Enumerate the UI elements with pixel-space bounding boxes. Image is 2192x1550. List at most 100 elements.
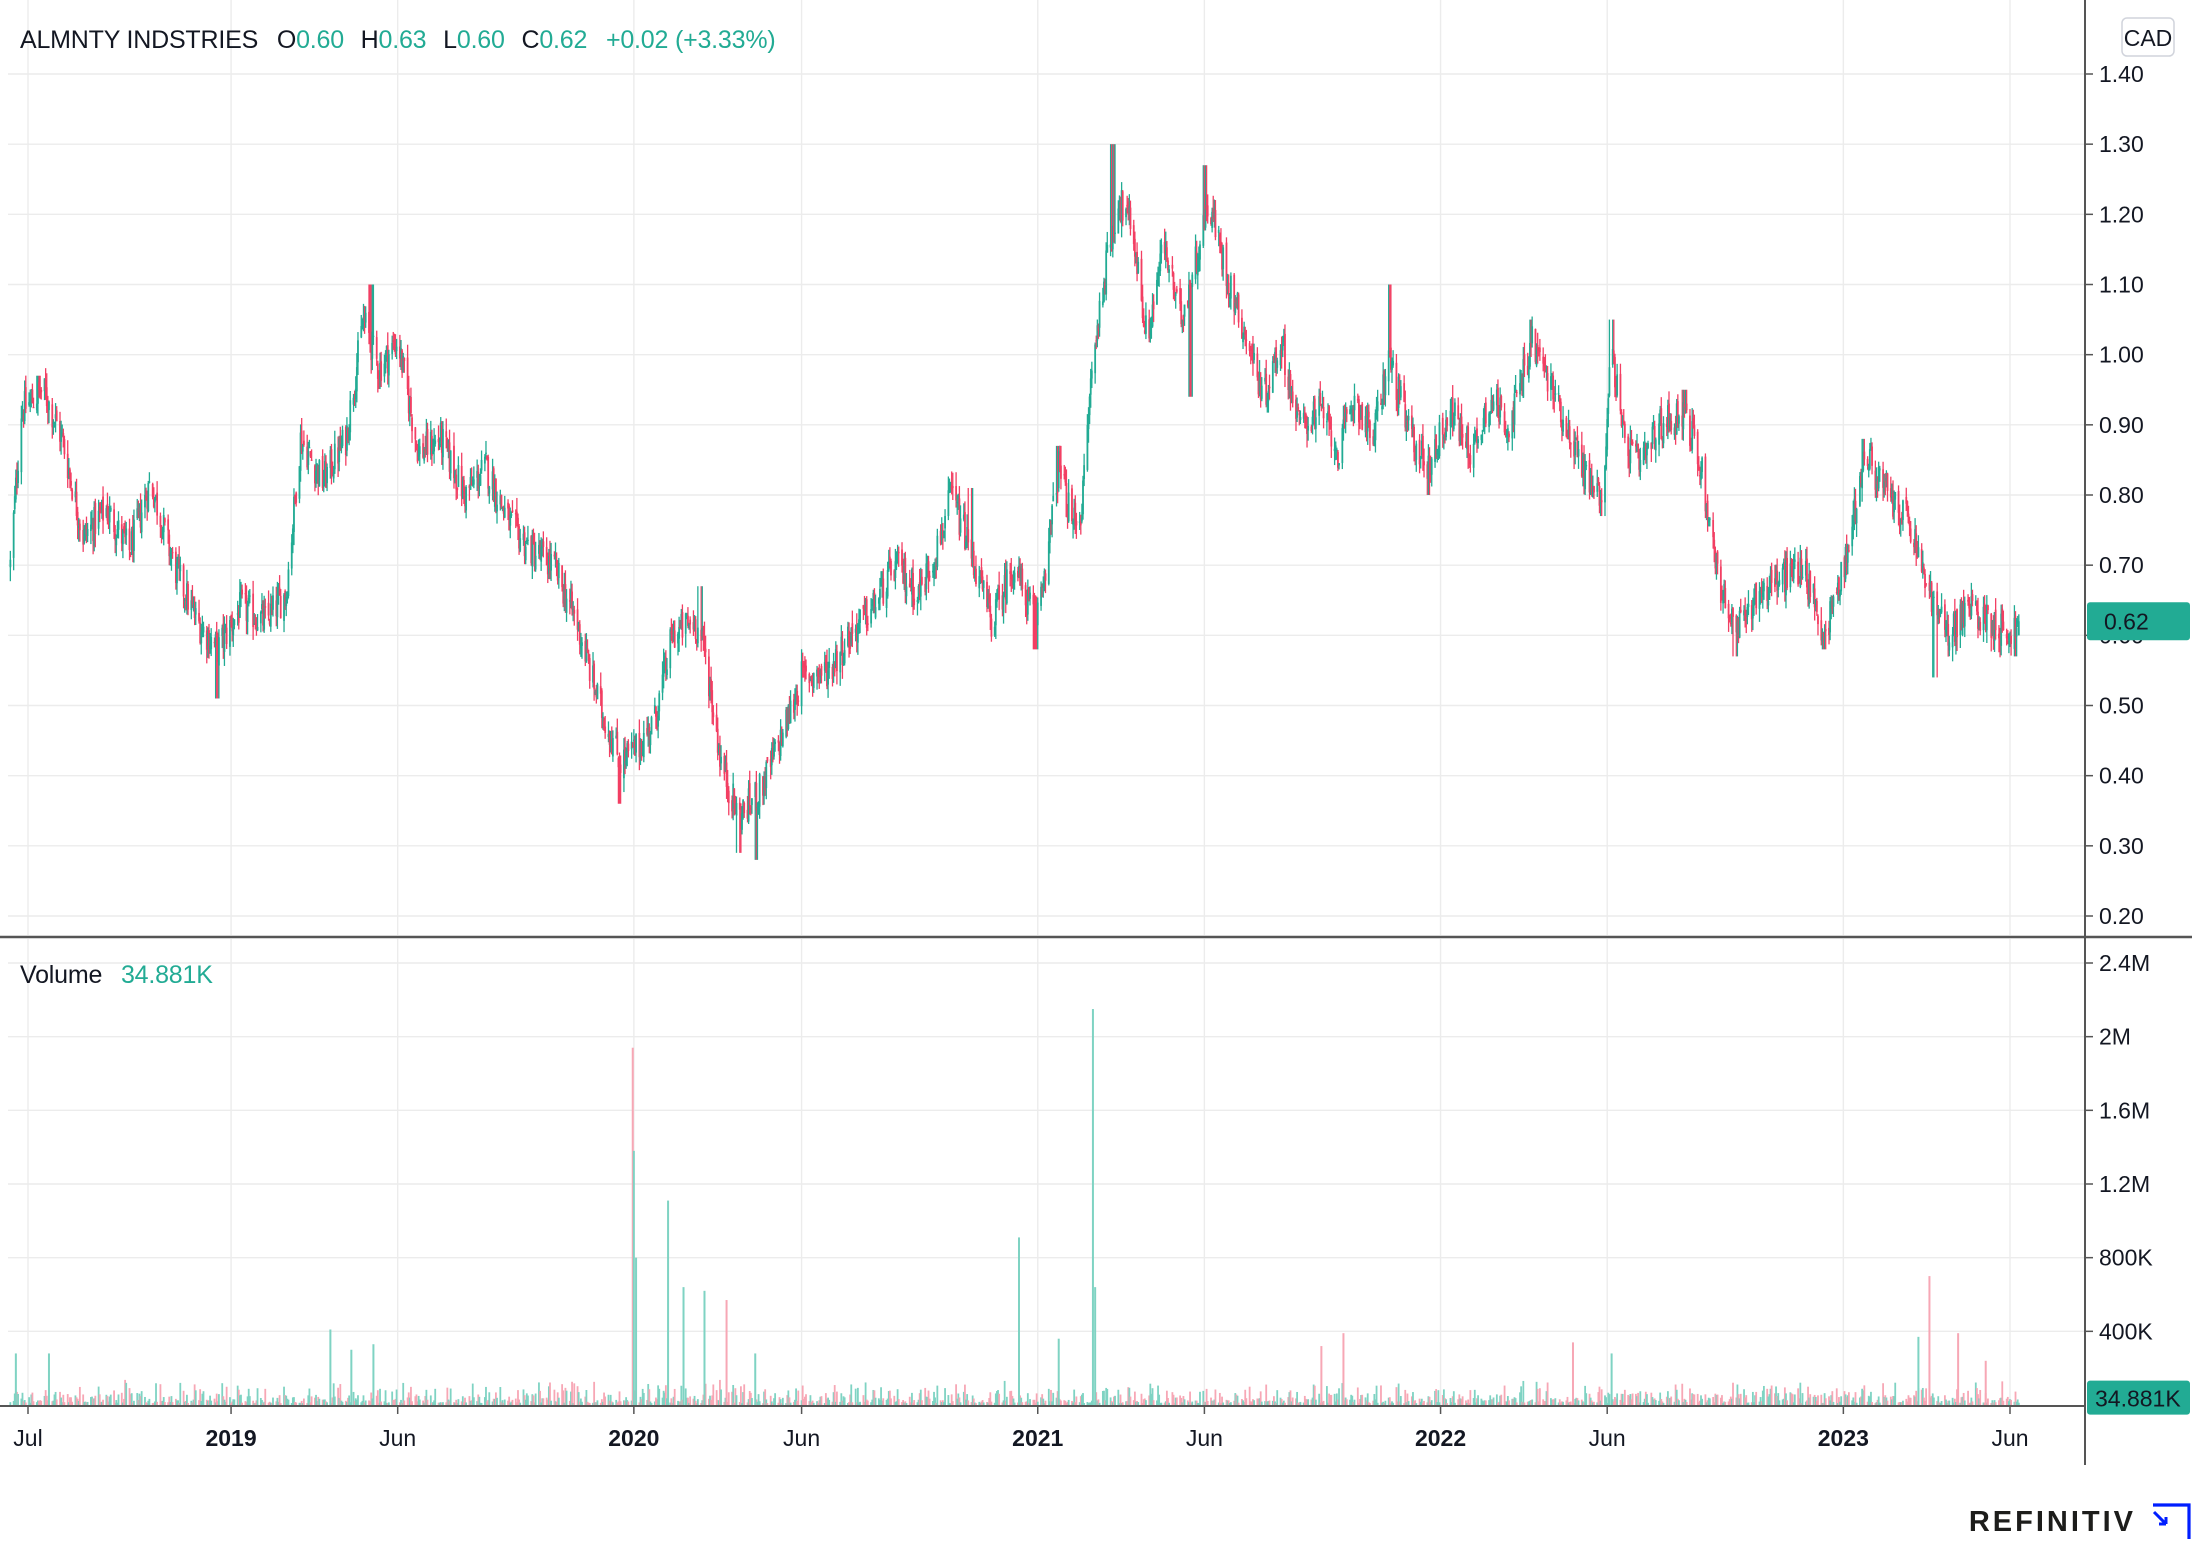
candle-body (939, 530, 942, 544)
volume-bar (972, 1398, 975, 1405)
volume-bar (1809, 1394, 1812, 1405)
volume-bar (624, 1400, 626, 1405)
candle-body (993, 626, 996, 636)
candle-body (360, 325, 363, 338)
candle-body (1636, 445, 1638, 452)
volume-bar (1853, 1401, 1856, 1405)
volume-bar (1488, 1400, 1491, 1405)
candle-body (1777, 582, 1780, 591)
volume-bar (1392, 1402, 1395, 1405)
volume-bar (1504, 1401, 1507, 1405)
candle-body (116, 529, 119, 537)
volume-bar (1461, 1396, 1464, 1405)
volume-bar (60, 1397, 63, 1405)
candle-body (1669, 418, 1672, 430)
candle-body (554, 556, 557, 560)
candle-body (965, 541, 967, 548)
candle-body (465, 487, 468, 511)
volume-bar (693, 1395, 696, 1405)
candle-body (657, 715, 660, 727)
candle-body (734, 803, 737, 815)
volume-bar (1585, 1393, 1588, 1405)
volume-bar (346, 1401, 348, 1405)
volume-bar (1083, 1402, 1086, 1405)
candle-body (411, 417, 413, 432)
volume-bar (194, 1390, 197, 1405)
candle-body (1832, 596, 1835, 607)
candle-body (1766, 585, 1769, 601)
volume-bar (316, 1400, 319, 1405)
candle-body (978, 576, 981, 589)
volume-bar (1566, 1396, 1569, 1405)
volume-bar (1423, 1400, 1425, 1405)
volume-bar (439, 1402, 442, 1405)
volume-bar (179, 1382, 182, 1405)
candle-body (532, 540, 535, 544)
volume-bar (656, 1399, 658, 1405)
volume-bar (1450, 1401, 1453, 1405)
volume-bar (83, 1401, 86, 1405)
volume-bar (1081, 1394, 1083, 1405)
candle-body (517, 517, 519, 527)
candle-body (1962, 600, 1965, 624)
volume-bar (1506, 1396, 1509, 1405)
candle-body (1589, 471, 1592, 495)
candle-body (1089, 378, 1092, 395)
volume-bar (1111, 1402, 1114, 1405)
volume-bar (1701, 1398, 1704, 1405)
candle-body (1325, 421, 1328, 423)
volume-bar (1114, 1395, 1116, 1405)
candle-body (702, 631, 705, 638)
volume-bar (1739, 1393, 1742, 1405)
candle-body (1607, 398, 1610, 414)
candle-body (1970, 595, 1973, 616)
candle-body (1104, 282, 1106, 290)
volume-bar (386, 1403, 389, 1405)
volume-bar (209, 1395, 211, 1405)
volume-bar (727, 1392, 730, 1405)
volume-bar (1298, 1402, 1301, 1405)
candle-body (1288, 370, 1291, 391)
volume-bar (647, 1383, 650, 1405)
volume-bar (935, 1402, 938, 1405)
volume-bar (55, 1399, 58, 1405)
volume-bar (1974, 1382, 1977, 1405)
candle-body (32, 407, 35, 409)
candle-body (1149, 324, 1152, 336)
volume-bar (1567, 1402, 1570, 1405)
volume-bar (272, 1397, 274, 1405)
volume-bar (184, 1401, 187, 1405)
volume-bar (130, 1393, 133, 1405)
volume-bar (609, 1394, 612, 1405)
volume-bar (486, 1401, 488, 1405)
candle-body (1181, 319, 1184, 322)
candle-body (131, 526, 134, 555)
candle-body (663, 655, 666, 667)
volume-bar (1998, 1400, 2000, 1405)
candle-body (1917, 547, 1920, 558)
candle-body (1483, 405, 1486, 421)
volume-bar (941, 1400, 944, 1405)
volume-bar (649, 1401, 652, 1405)
volume-bar (1337, 1399, 1339, 1405)
candle-body (1815, 600, 1818, 612)
candle-body (1522, 359, 1525, 398)
price-tick-label: 1.00 (2099, 342, 2144, 368)
candle-body (616, 731, 619, 755)
candle-body (222, 623, 225, 647)
candle-body (1403, 383, 1406, 402)
candle-body (1143, 330, 1146, 334)
candle-body (51, 404, 54, 428)
candle-body (688, 623, 690, 628)
candle-body (556, 560, 559, 581)
volume-bar (1210, 1397, 1212, 1405)
candle-body (1932, 596, 1935, 598)
candle-body (572, 608, 575, 612)
volume-bar (623, 1400, 625, 1405)
volume-bar (964, 1384, 966, 1405)
volume-bar (1167, 1397, 1169, 1405)
volume-bar (920, 1400, 923, 1405)
volume-bar (820, 1396, 823, 1405)
candle-body (747, 788, 750, 822)
